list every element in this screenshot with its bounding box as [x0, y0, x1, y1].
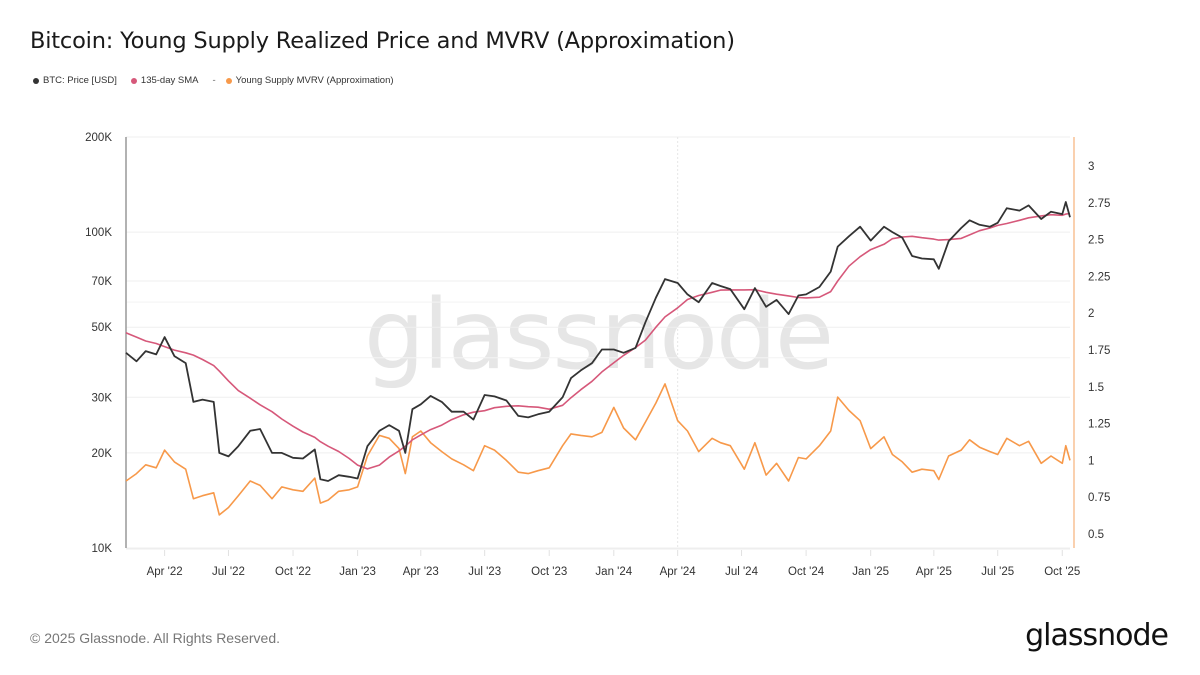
x-axis: Apr '22 Jul '22 Oct '22 Jan '23 Apr '23 Jul '… [126, 548, 1080, 578]
left-tick-label: 50K [92, 322, 113, 334]
x-tick-label: Jul '22 [212, 566, 245, 578]
right-tick-label: 2.25 [1088, 271, 1110, 283]
left-tick-label: 70K [92, 276, 113, 288]
right-tick-label: 3 [1088, 161, 1094, 173]
x-tick-label: Oct '24 [788, 566, 825, 578]
legend-item-mvrv[interactable]: Young Supply MVRV (Approximation) [225, 75, 394, 86]
legend-label-price: BTC: Price [USD] [43, 75, 117, 86]
x-tick-label: Apr '24 [660, 566, 697, 578]
left-tick-label: 200K [85, 132, 112, 144]
series-line-mvrv [125, 383, 1071, 516]
right-tick-label: 2.75 [1088, 198, 1110, 210]
x-tick-label: Jul '23 [468, 566, 501, 578]
right-tick-label: 1 [1088, 455, 1094, 467]
watermark: glassnode [364, 279, 832, 391]
x-tick-label: Apr '23 [403, 566, 439, 578]
right-tick-label: 1.75 [1088, 345, 1110, 357]
series-group [125, 201, 1071, 516]
legend-dot-mvrv-icon [225, 77, 232, 84]
x-tick-label: Jul '24 [725, 566, 758, 578]
left-y-axis: 10K 20K 30K 50K 70K 100K 200K [85, 132, 127, 555]
left-tick-label: 20K [92, 448, 113, 460]
x-tick-label: Apr '22 [147, 566, 183, 578]
x-tick-label: Oct '25 [1044, 566, 1080, 578]
legend-dot-sma-icon [130, 77, 137, 84]
left-tick-label: 30K [92, 392, 113, 404]
left-tick-label: 100K [85, 227, 112, 239]
x-tick-label: Oct '23 [531, 566, 567, 578]
right-tick-label: 0.75 [1088, 492, 1110, 504]
legend-separator: - [212, 75, 216, 86]
x-tick-label: Jan '23 [339, 566, 376, 578]
x-tick-label: Jan '25 [852, 566, 889, 578]
glassnode-logo[interactable]: glassnode [1025, 618, 1169, 653]
copyright-text: © 2025 Glassnode. All Rights Reserved. [30, 630, 281, 646]
right-tick-label: 2.5 [1088, 235, 1104, 247]
legend-item-sma[interactable]: 135-day SMA [130, 75, 199, 86]
series-line-btc-price [125, 201, 1071, 482]
legend-label-sma: 135-day SMA [140, 75, 199, 86]
right-tick-label: 1.5 [1088, 382, 1104, 394]
x-tick-label: Apr '25 [916, 566, 952, 578]
right-tick-label: 2 [1088, 308, 1094, 320]
legend-label-mvrv: Young Supply MVRV (Approximation) [235, 75, 394, 86]
series-line-sma [125, 212, 1071, 470]
chart-legend: BTC: Price [USD] 135-day SMA - Young Sup… [33, 75, 408, 86]
right-y-axis: 0.5 0.75 1 1.25 1.5 1.75 2 2.25 2.5 2.75 3 [1073, 137, 1110, 548]
legend-dot-price-icon [33, 77, 39, 84]
legend-item-price[interactable]: BTC: Price [USD] [33, 75, 117, 86]
left-tick-label: 10K [92, 543, 113, 555]
x-tick-label: Oct '22 [275, 566, 311, 578]
chart-title: Bitcoin: Young Supply Realized Price and… [30, 28, 735, 54]
x-tick-label: Jan '24 [595, 566, 632, 578]
right-tick-label: 0.5 [1088, 529, 1104, 541]
gridlines [126, 136, 1070, 549]
x-tick-label: Jul '25 [981, 566, 1014, 578]
right-tick-label: 1.25 [1088, 419, 1110, 431]
